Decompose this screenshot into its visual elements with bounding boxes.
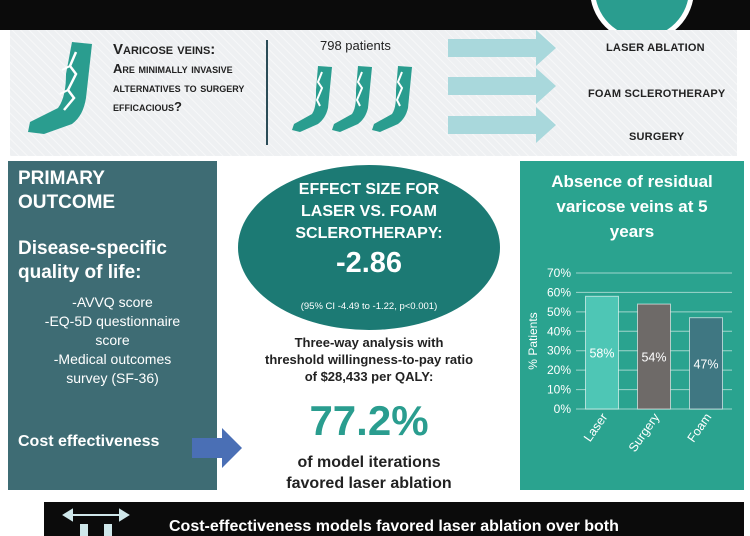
patient-count: 798 patients <box>320 38 391 53</box>
y-tick-label: 30% <box>547 344 571 358</box>
blue-arrow-icon <box>192 428 242 468</box>
effect-size-value: -2.86 <box>335 247 403 279</box>
question-title: Varicose veins: <box>113 41 216 58</box>
bottom-bar: Cost-effectiveness models favored laser … <box>44 502 744 536</box>
y-axis-label: % Patients <box>526 312 540 369</box>
measure-item: -Medical outcomes survey (SF-36) <box>53 351 172 386</box>
effect-size-ellipse: EFFECT SIZE FOR LASER VS. FOAM SCLEROTHE… <box>238 165 500 330</box>
x-category-label: Laser <box>581 411 610 445</box>
primary-outcome-title: PRIMARY OUTCOME <box>18 168 116 213</box>
y-tick-label: 0% <box>554 402 572 416</box>
arrow-laser-icon <box>448 30 556 66</box>
y-tick-label: 40% <box>547 324 571 338</box>
bottom-conclusion-text: Cost-effectiveness models favored laser … <box>169 518 619 535</box>
bar-data-label: 47% <box>693 357 718 371</box>
arm-label-foam: FOAM SCLEROTHERAPY <box>588 88 726 100</box>
arm-label-laser: LASER ABLATION <box>606 42 705 54</box>
favored-text: of model iterations favored laser ablati… <box>286 454 452 492</box>
effect-size-title: EFFECT SIZE FOR LASER VS. FOAM SCLEROTHE… <box>295 181 443 242</box>
y-tick-label: 20% <box>547 363 571 377</box>
residual-veins-chart-panel: Absence of residual varicose veins at 5 … <box>520 161 744 490</box>
measure-item: -AVVQ score <box>72 294 153 310</box>
bar-foam <box>689 317 723 410</box>
bar-chart: 0% 10% 20% 30% 40% 50% 60% 70% % Patients 58% Lase… <box>526 266 732 455</box>
comparison-arrows-icon <box>62 508 130 536</box>
x-category-label: Foam <box>685 411 715 445</box>
qol-title: Disease-specific quality of life: <box>18 238 167 283</box>
header-divider <box>266 40 268 145</box>
y-tick-label: 10% <box>547 383 571 397</box>
effect-size-ci: (95% CI -4.49 to -1.22, p<0.001) <box>300 301 438 312</box>
study-question: Varicose veins: Are minimally invasive a… <box>113 40 263 116</box>
x-category-label: Surgery <box>626 410 663 454</box>
y-tick-label: 70% <box>547 266 571 280</box>
cost-effectiveness-label: Cost effectiveness <box>18 433 160 450</box>
chart-title: Absence of residual varicose veins at 5 … <box>551 172 713 241</box>
bar-data-label: 54% <box>641 351 666 365</box>
arm-label-surgery: SURGERY <box>629 131 685 143</box>
y-tick-label: 60% <box>547 285 571 299</box>
arrow-foam-icon <box>448 68 556 104</box>
bar-surgery <box>637 303 671 410</box>
question-text: Are minimally invasive alternatives to s… <box>113 61 245 114</box>
three-legs-icon <box>292 66 412 132</box>
measure-item: -EQ-5D questionnaire score <box>44 313 181 348</box>
bar-data-label: 58% <box>589 347 614 361</box>
three-way-analysis-text: Three-way analysis with threshold willin… <box>264 335 474 384</box>
leg-icon <box>28 42 92 134</box>
measures-list: -AVVQ score -EQ-5D questionnaire score -… <box>8 293 217 388</box>
arrow-surgery-icon <box>448 107 556 143</box>
bar-laser <box>585 295 619 410</box>
primary-outcome-panel: PRIMARY OUTCOME Disease-specific quality… <box>8 161 217 490</box>
iterations-percent: 77.2% <box>309 397 429 444</box>
header-panel <box>10 30 737 156</box>
y-tick-label: 50% <box>547 305 571 319</box>
